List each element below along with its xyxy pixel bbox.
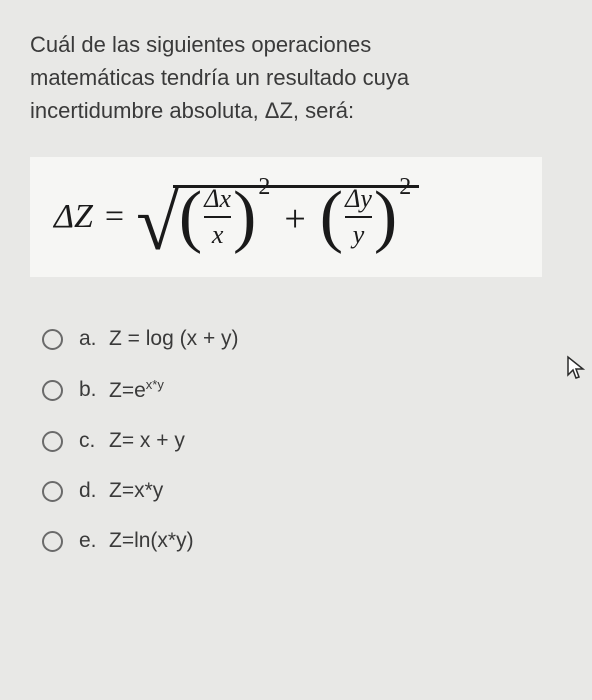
numerator-1: Δx <box>204 186 231 214</box>
option-c-letter: c. <box>79 429 109 453</box>
option-b-letter: b. <box>79 378 109 402</box>
left-paren-1: ( <box>179 189 202 244</box>
option-b[interactable]: b. Z=ex*y <box>42 377 562 403</box>
fraction-1: Δx x <box>204 186 231 248</box>
denominator-2: y <box>353 220 365 248</box>
fraction-2: Δy y <box>345 186 372 248</box>
right-paren-2: ) <box>374 189 397 244</box>
option-a[interactable]: a. Z = log (x + y) <box>42 327 562 351</box>
radical-symbol: √ <box>136 191 179 255</box>
formula: ΔZ = √ ( Δx x ) 2 + <box>54 185 419 249</box>
left-paren-2: ( <box>320 189 343 244</box>
option-d-letter: d. <box>79 479 109 503</box>
question-line-1: Cuál de las siguientes operaciones <box>30 32 371 57</box>
option-e-text: Z=ln(x*y) <box>109 529 194 553</box>
fraction-bar-2 <box>345 216 372 218</box>
fraction-bar-1 <box>204 216 231 218</box>
square-root: √ ( Δx x ) 2 + ( <box>136 185 419 249</box>
option-a-letter: a. <box>79 327 109 351</box>
option-e[interactable]: e. Z=ln(x*y) <box>42 529 562 553</box>
numerator-2: Δy <box>345 186 372 214</box>
question-line-3: incertidumbre absoluta, ΔZ, será: <box>30 98 354 123</box>
radio-b[interactable] <box>42 380 63 401</box>
option-b-exp: x*y <box>146 377 164 392</box>
option-b-prefix: Z=e <box>109 379 146 402</box>
cursor-icon <box>566 355 586 381</box>
exponent-1: 2 <box>258 174 270 201</box>
option-d-text: Z=x*y <box>109 479 163 503</box>
option-d[interactable]: d. Z=x*y <box>42 479 562 503</box>
option-c-text: Z= x + y <box>109 429 185 453</box>
question-page: Cuál de las siguientes operaciones matem… <box>0 0 592 599</box>
denominator-1: x <box>212 220 224 248</box>
radio-d[interactable] <box>42 481 63 502</box>
formula-box: ΔZ = √ ( Δx x ) 2 + <box>30 157 542 277</box>
radio-a[interactable] <box>42 329 63 350</box>
option-b-text: Z=ex*y <box>109 377 164 403</box>
options-list: a. Z = log (x + y) b. Z=ex*y c. Z= x + y… <box>30 327 562 553</box>
question-line-2: matemáticas tendría un resultado cuya <box>30 65 409 90</box>
term-1: ( Δx x ) 2 <box>179 188 270 250</box>
option-e-letter: e. <box>79 529 109 553</box>
radio-c[interactable] <box>42 431 63 452</box>
formula-lhs: ΔZ <box>54 198 93 236</box>
radicand: ( Δx x ) 2 + ( Δy <box>173 185 419 249</box>
term-2: ( Δy y ) 2 <box>320 188 411 250</box>
plus-sign: + <box>284 197 305 241</box>
question-stem: Cuál de las siguientes operaciones matem… <box>30 28 562 127</box>
option-c[interactable]: c. Z= x + y <box>42 429 562 453</box>
equals-sign: = <box>105 198 124 236</box>
right-paren-1: ) <box>233 189 256 244</box>
exponent-2: 2 <box>399 174 411 201</box>
radio-e[interactable] <box>42 531 63 552</box>
option-a-text: Z = log (x + y) <box>109 327 239 351</box>
